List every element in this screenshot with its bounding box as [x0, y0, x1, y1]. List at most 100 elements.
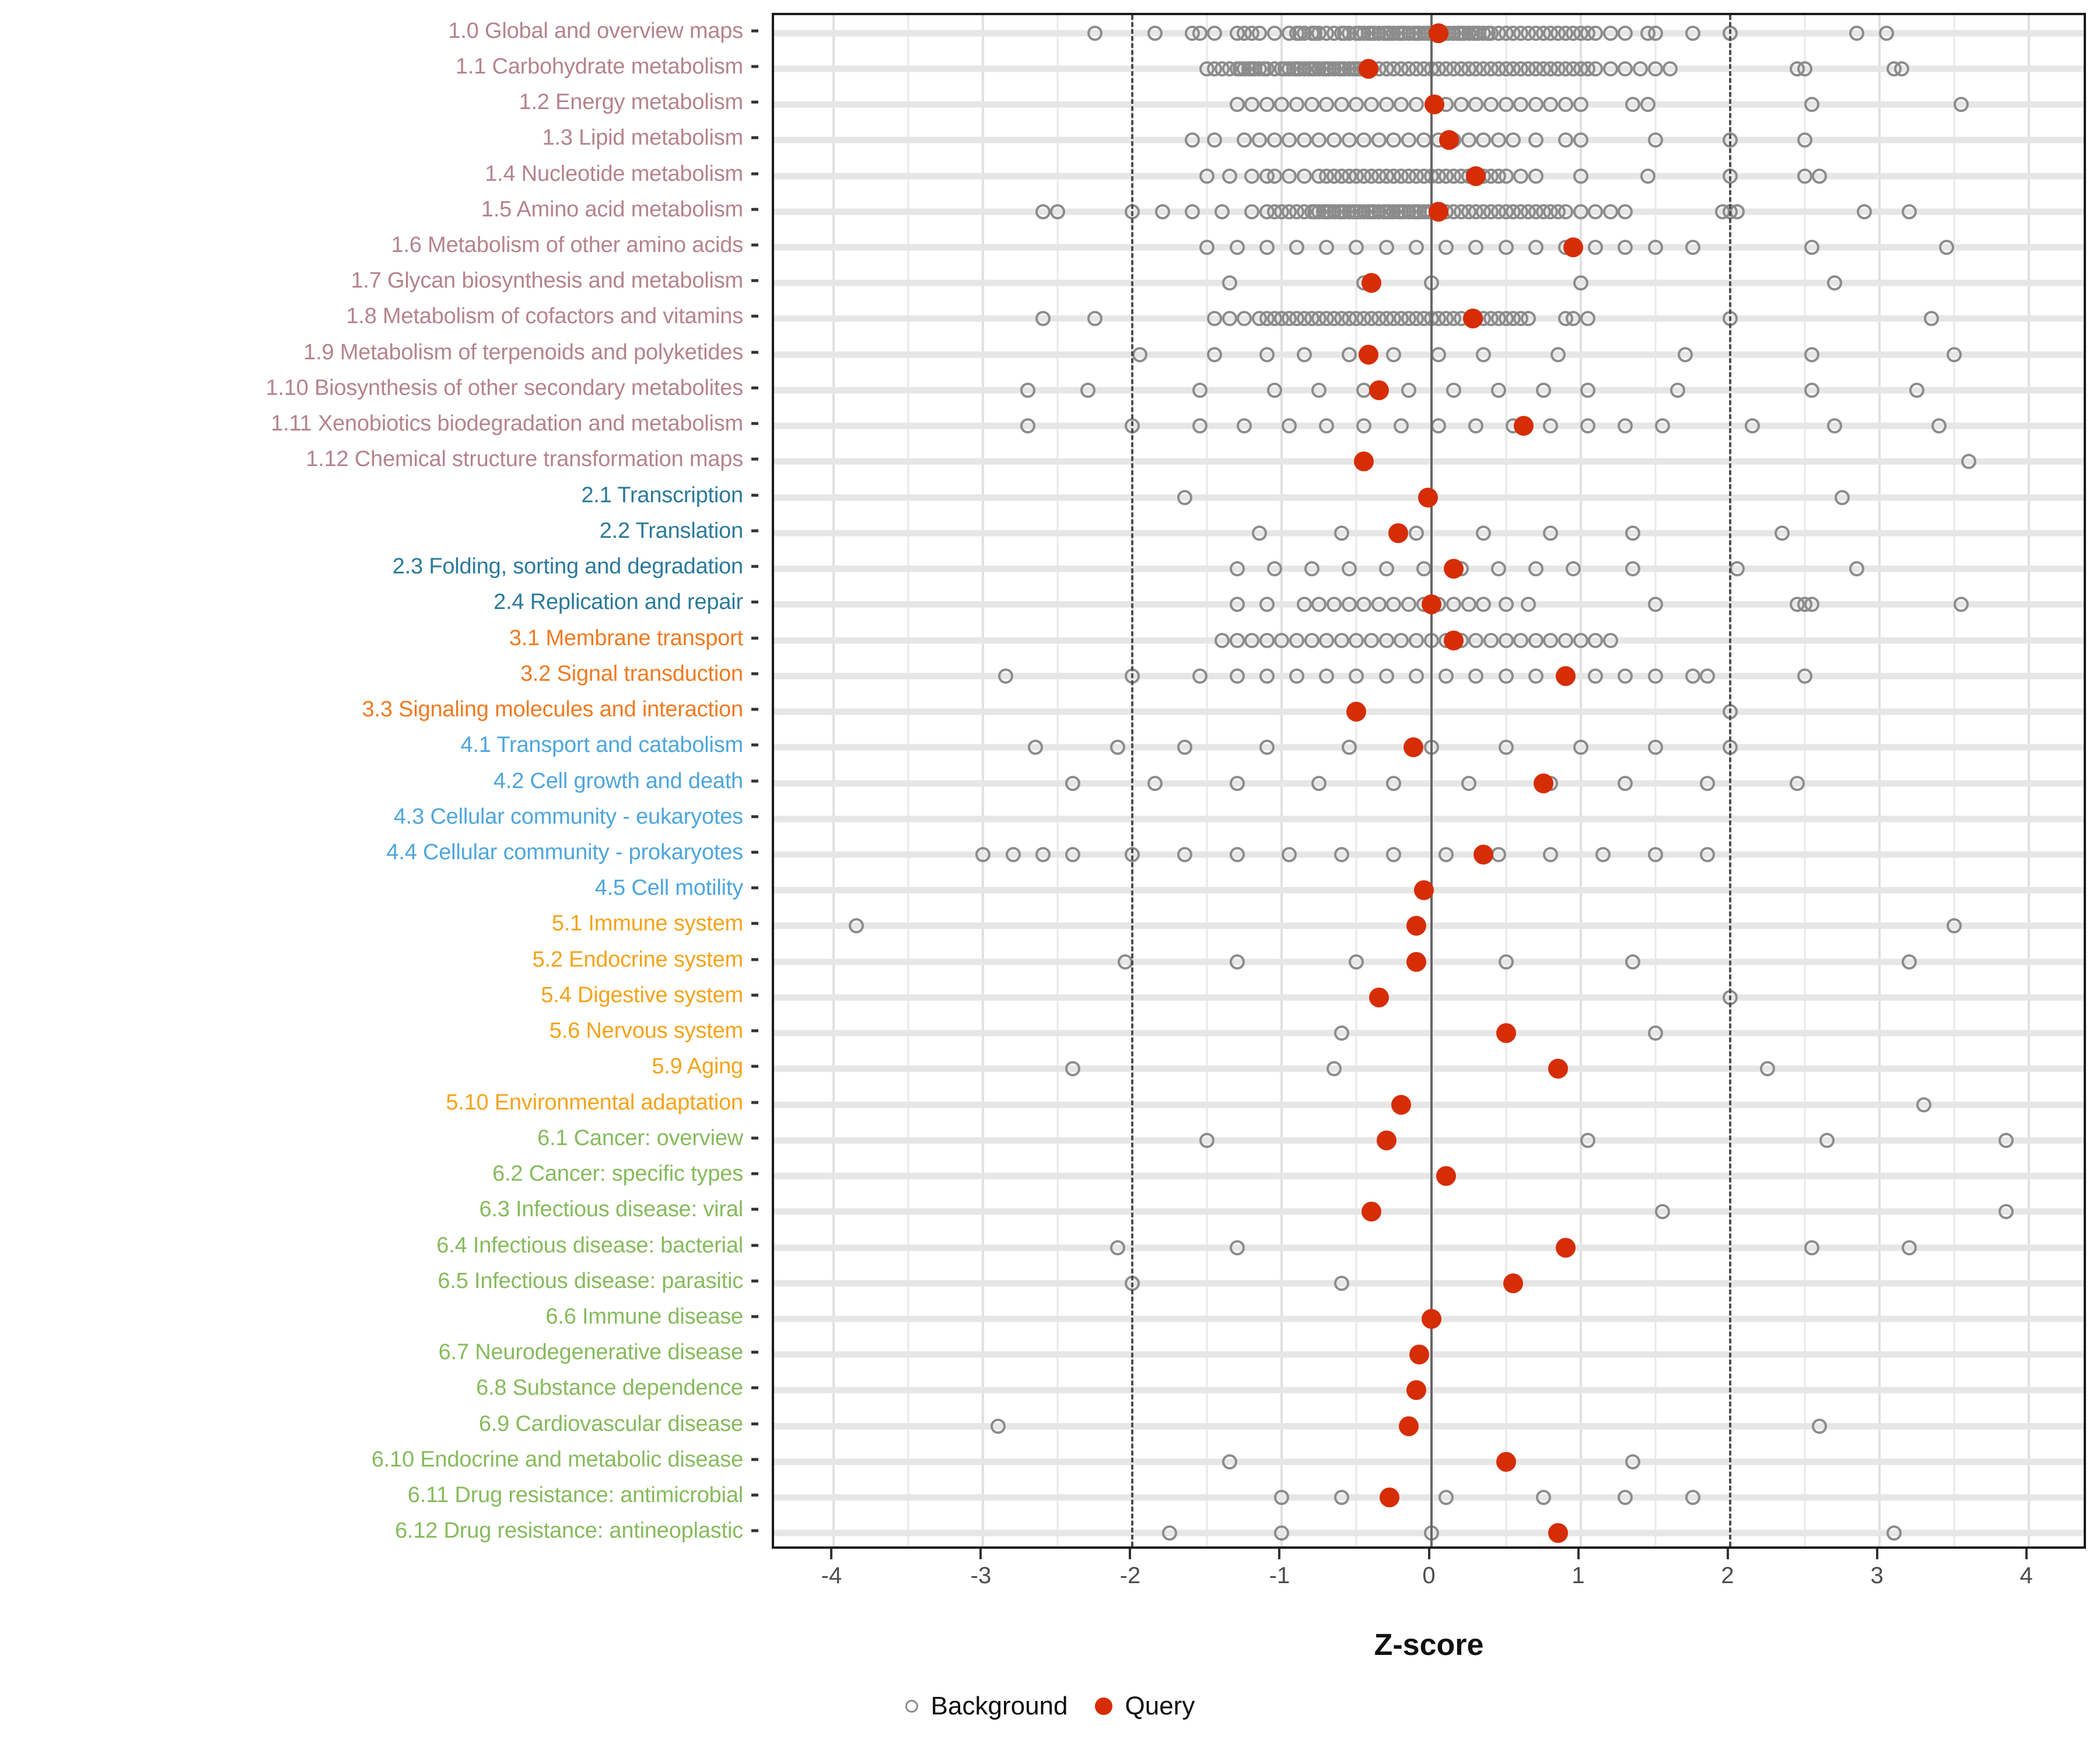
background-point	[1647, 25, 1663, 41]
background-point	[1483, 97, 1499, 113]
background-point	[1655, 1204, 1671, 1220]
background-point	[1618, 1490, 1633, 1506]
y-axis-category-label: 1.4 Nucleotide metabolism	[485, 161, 743, 186]
x-axis-tick-label: 2	[1721, 1563, 1734, 1588]
background-point	[1147, 25, 1163, 41]
y-axis-category-label: 4.2 Cell growth and death	[493, 768, 743, 793]
background-point	[1162, 1525, 1178, 1541]
background-point	[1259, 346, 1275, 362]
background-point	[1438, 240, 1454, 255]
y-axis-tick	[751, 386, 758, 390]
background-point	[1356, 132, 1372, 148]
background-point	[1394, 632, 1409, 648]
background-point	[1931, 418, 1947, 434]
row-gridline	[774, 1172, 2084, 1180]
background-point	[1401, 132, 1417, 148]
background-point	[1887, 1525, 1902, 1541]
background-point	[1408, 632, 1424, 648]
background-point	[1192, 382, 1208, 398]
background-point	[1588, 668, 1604, 684]
background-point	[1341, 561, 1357, 577]
background-point	[1879, 25, 1895, 41]
background-point	[1117, 954, 1133, 970]
background-point	[1468, 240, 1484, 255]
background-point	[1513, 632, 1529, 648]
row-gridline	[774, 851, 2084, 858]
query-point	[1466, 166, 1486, 186]
background-point	[1573, 204, 1588, 219]
background-point	[1207, 25, 1223, 41]
background-point	[1812, 1418, 1828, 1434]
query-point	[1463, 309, 1483, 329]
background-point	[1580, 311, 1596, 327]
background-point	[1476, 597, 1492, 612]
background-point	[1386, 346, 1402, 362]
legend-item-query: Query	[1094, 1692, 1195, 1721]
background-point	[1229, 1240, 1245, 1255]
background-point	[1543, 632, 1559, 648]
background-point	[1199, 240, 1215, 255]
background-point	[1506, 132, 1521, 148]
background-point	[1028, 740, 1044, 755]
background-point	[1192, 668, 1208, 684]
background-point	[1177, 489, 1193, 505]
y-axis-category-label: 2.1 Transcription	[581, 482, 743, 508]
y-axis-tick	[751, 1315, 758, 1318]
x-axis: -4 -3 -2 -1 0 1 2 3 4	[772, 1549, 2086, 1613]
background-point	[1065, 1061, 1081, 1077]
background-point	[1588, 204, 1604, 219]
background-point	[1229, 632, 1245, 648]
row-gridline	[774, 422, 2084, 429]
row-gridline	[774, 1065, 2084, 1072]
background-point	[1266, 561, 1282, 577]
y-axis-tick	[751, 779, 758, 782]
y-axis-tick	[751, 1244, 758, 1247]
background-point	[1804, 1240, 1820, 1255]
background-point	[1573, 168, 1588, 184]
query-point	[1429, 23, 1449, 43]
background-point	[1334, 846, 1349, 862]
x-axis-tick	[979, 1549, 982, 1559]
background-point	[1282, 168, 1297, 184]
background-point	[1602, 61, 1618, 76]
background-point	[1797, 668, 1812, 684]
background-point	[1289, 632, 1305, 648]
y-axis-category-label: 6.8 Substance dependence	[476, 1376, 743, 1401]
background-point	[1207, 346, 1223, 362]
background-point	[1378, 632, 1394, 648]
y-axis-category-label: 1.1 Carbohydrate metabolism	[455, 54, 743, 79]
y-axis-category-label: 6.11 Drug resistance: antimicrobial	[407, 1483, 743, 1508]
background-point	[1282, 132, 1297, 148]
query-point	[1555, 666, 1576, 686]
background-point	[1438, 668, 1454, 684]
y-axis-category-label: 6.12 Drug resistance: antineoplastic	[395, 1518, 743, 1544]
background-point	[1229, 775, 1245, 791]
background-point	[1513, 168, 1529, 184]
background-point	[1804, 240, 1820, 255]
background-point	[1618, 25, 1633, 41]
query-point	[1496, 1023, 1516, 1044]
background-point	[1625, 525, 1641, 541]
reference-line-2	[1728, 15, 1731, 1546]
y-axis-category-label: 5.4 Digestive system	[541, 982, 743, 1007]
query-point	[1368, 987, 1389, 1007]
background-point	[1199, 168, 1215, 184]
background-point	[1573, 132, 1588, 148]
y-axis-category-label: 4.5 Cell motility	[594, 876, 743, 901]
background-point	[998, 668, 1013, 684]
background-point	[1214, 632, 1230, 648]
row-gridline	[774, 458, 2084, 465]
background-point	[1677, 346, 1693, 362]
background-point	[1625, 561, 1641, 577]
background-point	[1252, 525, 1268, 541]
background-point	[1476, 525, 1492, 541]
y-axis-tick	[751, 743, 758, 747]
query-point	[1409, 1345, 1430, 1365]
query-point	[1406, 916, 1426, 936]
background-point	[1087, 25, 1103, 41]
x-axis-tick-label: -1	[1269, 1563, 1290, 1588]
background-point	[1020, 418, 1036, 434]
background-point	[1700, 775, 1716, 791]
x-axis-tick	[1577, 1549, 1580, 1559]
